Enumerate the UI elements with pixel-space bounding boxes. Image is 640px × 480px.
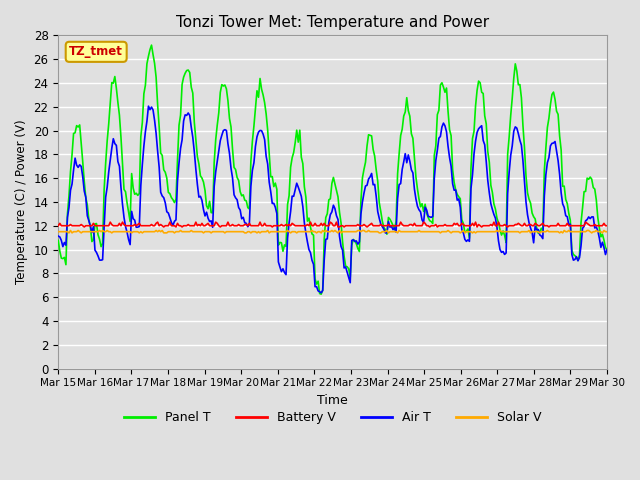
Panel T xyxy=(575,252,583,258)
Air T xyxy=(220,128,227,133)
Panel T xyxy=(54,238,62,243)
Battery V xyxy=(298,223,305,228)
Legend: Panel T, Battery V, Air T, Solar V: Panel T, Battery V, Air T, Solar V xyxy=(118,406,547,429)
Y-axis label: Temperature (C) / Power (V): Temperature (C) / Power (V) xyxy=(15,120,28,284)
Panel T xyxy=(603,247,611,252)
Title: Tonzi Tower Met: Temperature and Power: Tonzi Tower Met: Temperature and Power xyxy=(176,15,489,30)
Panel T xyxy=(122,189,129,194)
Solar V xyxy=(248,229,256,235)
Solar V xyxy=(239,229,247,235)
Air T xyxy=(54,233,62,239)
Solar V xyxy=(65,230,73,236)
Battery V xyxy=(603,223,611,228)
Battery V xyxy=(248,223,256,228)
Line: Air T: Air T xyxy=(58,106,607,293)
Panel T xyxy=(247,158,255,164)
Solar V xyxy=(575,229,583,235)
Panel T xyxy=(220,83,227,89)
Solar V xyxy=(67,228,74,233)
X-axis label: Time: Time xyxy=(317,394,348,407)
Battery V xyxy=(221,223,228,228)
Line: Battery V: Battery V xyxy=(58,222,607,227)
Panel T xyxy=(238,193,246,199)
Air T xyxy=(575,255,583,261)
Panel T xyxy=(148,42,156,48)
Solar V xyxy=(603,229,611,235)
Battery V xyxy=(125,223,132,228)
Solar V xyxy=(54,229,62,235)
Air T xyxy=(238,216,246,222)
Battery V xyxy=(239,223,247,228)
Battery V xyxy=(106,219,114,225)
Solar V xyxy=(125,229,132,235)
Battery V xyxy=(54,223,62,228)
Line: Panel T: Panel T xyxy=(58,45,607,294)
Air T xyxy=(247,184,255,190)
Text: TZ_tmet: TZ_tmet xyxy=(69,45,123,59)
Air T xyxy=(317,290,325,296)
Solar V xyxy=(298,229,305,235)
Panel T xyxy=(317,291,325,297)
Solar V xyxy=(221,230,228,236)
Air T xyxy=(122,224,129,229)
Air T xyxy=(296,189,303,194)
Battery V xyxy=(575,223,583,228)
Air T xyxy=(603,247,611,252)
Panel T xyxy=(296,127,303,133)
Battery V xyxy=(81,224,88,230)
Line: Solar V: Solar V xyxy=(58,230,607,233)
Air T xyxy=(145,103,152,109)
